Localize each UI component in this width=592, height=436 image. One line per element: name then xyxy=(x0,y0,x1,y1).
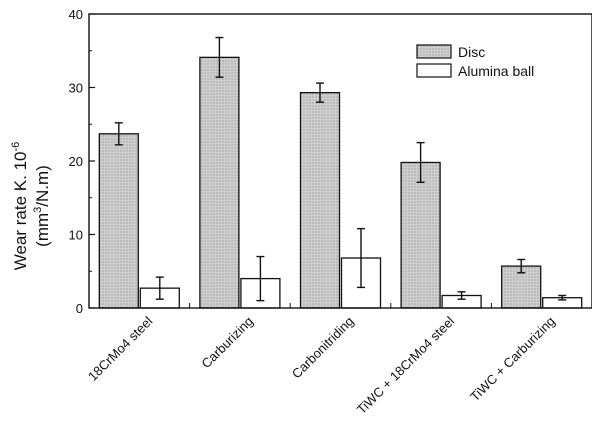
y-axis-title: Wear rate K. 10-6 (mm3/N.m) xyxy=(10,142,52,271)
bar-disc xyxy=(98,133,139,309)
x-category-label: Carbonitriding xyxy=(289,314,357,382)
bars-group xyxy=(98,56,583,309)
bar-disc xyxy=(400,161,441,309)
x-category-label: TiWC + Carburizing xyxy=(467,314,558,405)
plot-frame xyxy=(88,13,592,309)
legend-label: Alumina ball xyxy=(458,63,534,79)
y-axis-title-line2: (mm3/N.m) xyxy=(32,165,52,247)
bar-disc xyxy=(199,56,240,309)
legend-swatch xyxy=(416,44,452,59)
legend-swatch xyxy=(416,63,452,78)
bar-disc xyxy=(299,91,341,309)
y-axis-title-line1: Wear rate K. 10-6 xyxy=(10,142,30,271)
x-category-label: Carburizing xyxy=(198,314,256,372)
y-tick-label: 30 xyxy=(69,81,83,96)
x-category-label: 18CrMo4 steel xyxy=(85,313,155,383)
x-category-label: TiWC + 18CrMo4 steel xyxy=(354,313,458,417)
legend-label: Disc xyxy=(458,44,485,60)
y-tick-label: 40 xyxy=(69,7,83,22)
y-tick-label: 0 xyxy=(76,301,83,316)
y-axis-ticks: 0 10 20 30 40 xyxy=(69,7,95,316)
legend: Disc Alumina ball xyxy=(416,44,534,79)
y-tick-label: 20 xyxy=(69,154,83,169)
error-bars-group xyxy=(114,36,567,302)
y-tick-label: 10 xyxy=(69,228,83,243)
x-axis-ticks: 18CrMo4 steel Carburizing CarbonitridingTi… xyxy=(85,303,558,417)
